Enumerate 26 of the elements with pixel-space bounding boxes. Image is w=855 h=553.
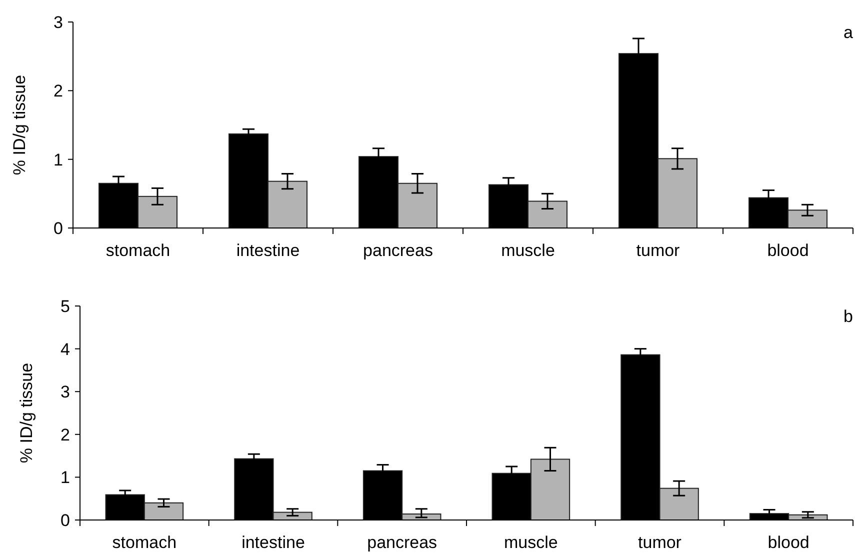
annotation: b	[844, 307, 853, 326]
x-tick-label: tumor	[636, 241, 680, 260]
y-tick-label: 0	[54, 218, 63, 238]
annotation: a	[844, 23, 854, 42]
x-tick-label: stomach	[106, 241, 170, 260]
y-tick-label: 3	[54, 12, 63, 32]
x-tick-label: blood	[768, 533, 810, 552]
y-axis-title: % ID/g tissue	[17, 362, 36, 464]
y-tick-label: 5	[60, 296, 70, 316]
y-tick-label: 1	[54, 150, 63, 170]
y-tick-label: 0	[60, 510, 70, 530]
x-tick-label: muscle	[501, 241, 555, 260]
x-tick-label: blood	[767, 241, 809, 260]
y-tick-label: 1	[60, 468, 70, 488]
x-tick-label: intestine	[242, 533, 305, 552]
y-tick-label: 2	[54, 82, 63, 101]
x-tick-label: pancreas	[363, 241, 433, 260]
x-tick-label: intestine	[236, 241, 300, 260]
x-tick-label: muscle	[504, 533, 558, 552]
x-tick-label: stomach	[112, 533, 177, 552]
x-tick-label: pancreas	[367, 533, 438, 552]
x-tick-label: tumor	[638, 533, 682, 552]
y-axis-title: % ID/g tissue	[10, 74, 29, 176]
y-tick-label: 2	[60, 425, 70, 444]
y-tick-label: 3	[60, 382, 70, 402]
y-tick-label: 4	[60, 340, 70, 359]
